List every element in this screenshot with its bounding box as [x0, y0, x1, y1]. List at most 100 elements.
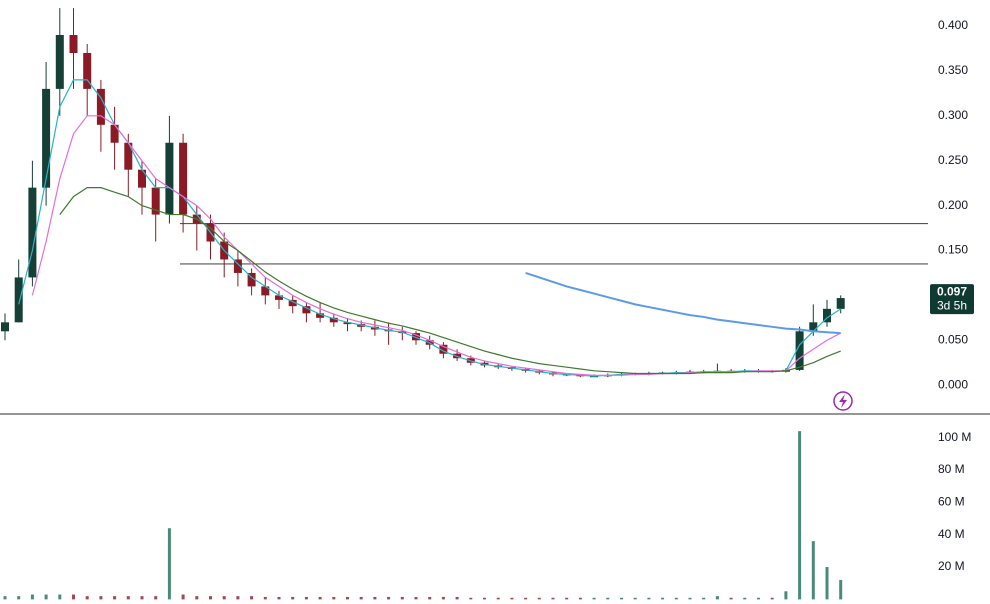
last-price-label: 0.097 [937, 284, 967, 298]
volume-bar [17, 596, 21, 600]
volume-bar [524, 597, 528, 600]
y-tick-label: 20 M [938, 559, 965, 573]
candle-body [165, 142, 174, 215]
volume-bar [414, 596, 418, 600]
volume-bar [359, 596, 363, 600]
lightning-icon[interactable] [833, 391, 853, 411]
moving-average-line [31, 115, 841, 376]
volume-bar [674, 597, 678, 600]
y-tick-label: 0.050 [938, 332, 968, 346]
volume-bar [346, 596, 349, 600]
candle-body [316, 313, 325, 318]
volume-bar [373, 596, 377, 600]
volume-bar [688, 597, 692, 600]
volume-bar [633, 597, 637, 600]
volume-bar [441, 596, 445, 600]
candle-body [14, 277, 23, 323]
volume-bar [510, 597, 514, 600]
volume-bar [400, 596, 404, 600]
candle-body [179, 142, 188, 215]
candle-body [28, 187, 37, 278]
volume-bar [455, 596, 459, 600]
volume-bar [140, 596, 144, 600]
volume-bar [222, 596, 226, 600]
volume-bar [537, 597, 541, 600]
volume-bar [620, 597, 623, 600]
volume-bar [715, 596, 719, 600]
candle-body [343, 322, 352, 325]
y-tick-label: 0.000 [938, 377, 968, 391]
last-price-box [930, 284, 974, 315]
volume-bar [3, 596, 7, 600]
moving-average-line [525, 271, 841, 335]
volume-bar [387, 596, 391, 600]
volume-bar [811, 541, 815, 600]
volume-bar [757, 597, 760, 600]
volume-bar [770, 597, 774, 600]
candle-body [823, 308, 831, 323]
volume-bar [606, 597, 610, 600]
volume-bar [30, 594, 34, 600]
volume-bar [469, 597, 473, 600]
candle-body [329, 317, 338, 323]
candle-body [412, 333, 420, 341]
candle-body [110, 124, 119, 143]
y-tick-label: 60 M [938, 495, 965, 509]
volume-bar [72, 594, 75, 600]
candle-body [836, 298, 845, 309]
volume-bar [318, 596, 322, 600]
volume-bar [113, 596, 117, 600]
y-tick-label: 0.400 [938, 18, 968, 32]
volume-bar [44, 594, 48, 600]
y-tick-label: 0.250 [938, 153, 968, 167]
y-tick-label: 40 M [938, 527, 965, 541]
y-tick-label: 0.300 [938, 108, 968, 122]
candle-body [1, 322, 9, 332]
volume-bar [209, 596, 212, 600]
volume-bar [291, 596, 295, 600]
volume-bar [428, 596, 432, 600]
volume-bar [483, 597, 486, 600]
volume-bar [578, 597, 582, 600]
candle-body [247, 272, 256, 287]
volume-bar [551, 597, 555, 600]
candle-body [795, 331, 804, 370]
moving-average-line [18, 79, 842, 377]
y-tick-label: 0.150 [938, 243, 968, 257]
volume-bar [99, 596, 103, 600]
candle-body [275, 295, 283, 300]
candle-body [55, 35, 64, 89]
volume-bar [181, 594, 185, 600]
y-tick-label: 0.350 [938, 63, 968, 77]
candle-body [261, 286, 270, 296]
volume-bar [195, 596, 199, 600]
y-tick-label: 0.200 [938, 198, 968, 212]
volume-bar [784, 591, 788, 600]
moving-average-line [59, 187, 841, 375]
candle-body [69, 35, 78, 53]
candle-body [124, 142, 133, 170]
volume-bar [743, 597, 747, 600]
volume-bar [592, 597, 596, 600]
candle-body [138, 169, 146, 188]
volume-bar [58, 594, 62, 600]
volume-bar [304, 596, 308, 600]
candle-body [288, 299, 297, 307]
candle-body [439, 344, 448, 354]
volume-bar [661, 597, 665, 600]
candle-body [809, 322, 818, 332]
candle-body [83, 52, 92, 89]
volume-bar [798, 431, 802, 600]
volume-bar [825, 567, 829, 600]
volume-bar [565, 597, 569, 600]
candle-body [42, 88, 51, 188]
volume-bar [236, 596, 240, 600]
volume-bar [647, 597, 651, 600]
y-tick-label: 100 M [938, 430, 971, 444]
volume-bar [839, 579, 843, 600]
icon-bolt[interactable] [839, 394, 847, 408]
candle-body [302, 306, 311, 314]
volume-bar [263, 596, 267, 600]
y-tick-label: 80 M [938, 462, 965, 476]
